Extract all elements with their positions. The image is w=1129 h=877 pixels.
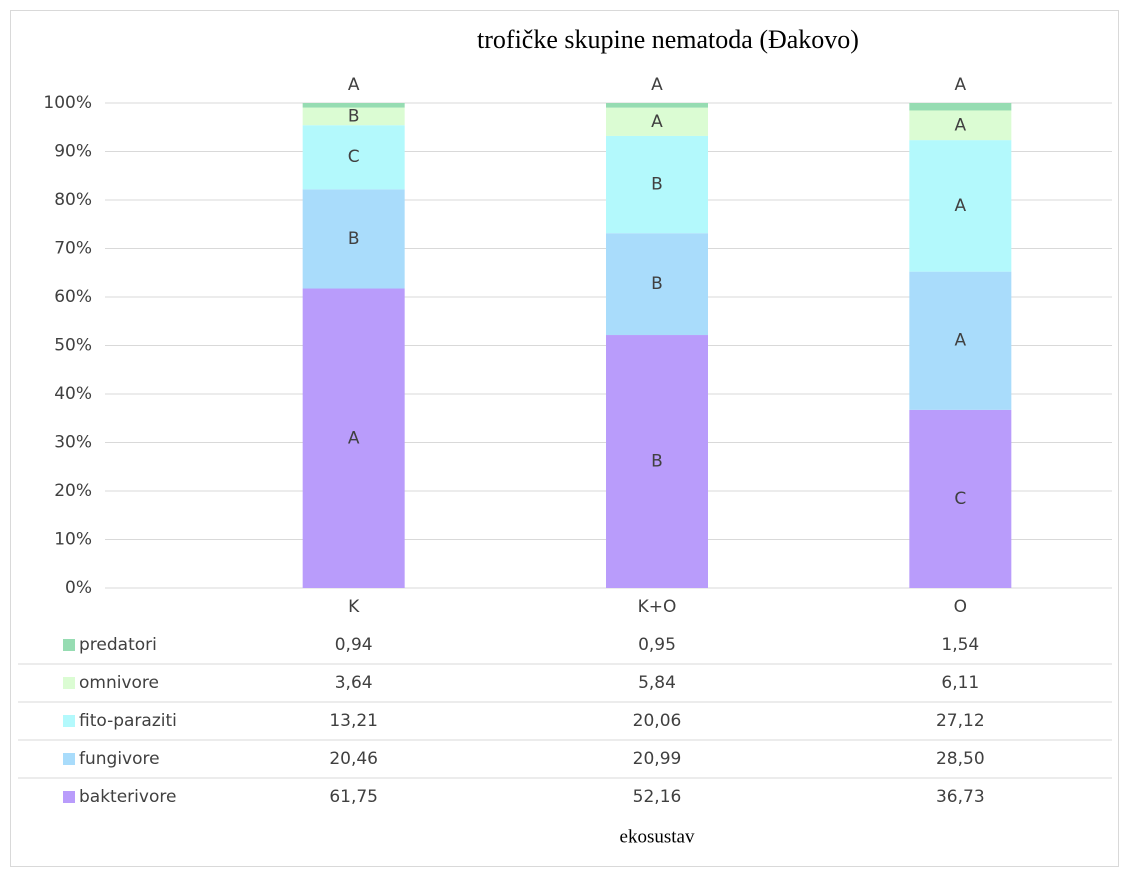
y-tick-label: 0% <box>65 578 92 598</box>
y-tick-label: 40% <box>54 384 92 404</box>
table-value: 20,99 <box>633 749 682 769</box>
segment-label: A <box>348 428 360 448</box>
legend-label: predatori <box>79 635 157 655</box>
y-tick-label: 70% <box>54 239 92 259</box>
segment-label: A <box>348 75 360 95</box>
segment-label: A <box>955 196 967 216</box>
y-tick-label: 60% <box>54 287 92 307</box>
legend-swatch <box>63 753 75 765</box>
y-tick-label: 90% <box>54 142 92 162</box>
bar-segment <box>302 189 405 289</box>
segment-label: B <box>651 175 663 195</box>
y-tick-label: 20% <box>54 481 92 501</box>
segment-label: C <box>348 147 360 167</box>
segment-label: A <box>955 75 967 95</box>
bar-segment <box>302 103 405 108</box>
segment-label: C <box>954 489 966 509</box>
y-tick-label: 50% <box>54 336 92 356</box>
segment-label: B <box>348 229 360 249</box>
table-value: 20,06 <box>633 711 682 731</box>
legend-swatch <box>63 639 75 651</box>
segment-label: B <box>651 452 663 472</box>
table-value: 27,12 <box>936 711 985 731</box>
bar-segment <box>302 125 405 190</box>
legend-label: omnivore <box>79 673 159 693</box>
bar-segment <box>909 271 1012 410</box>
chart-title: trofičke skupine nematoda (Đakovo) <box>477 25 859 54</box>
table-value: 36,73 <box>936 787 985 807</box>
legend-label: fito-paraziti <box>79 711 177 731</box>
bar-segment <box>302 107 405 126</box>
segment-label: B <box>348 106 360 126</box>
bar-segment <box>909 140 1012 272</box>
bar-segment <box>909 110 1012 141</box>
y-tick-label: 80% <box>54 190 92 210</box>
table-value: 6,11 <box>941 673 979 693</box>
table-value: 13,21 <box>329 711 378 731</box>
bar-segment <box>606 107 708 136</box>
segment-label: A <box>651 112 663 132</box>
x-tick-label: K <box>348 597 360 617</box>
table-value: 61,75 <box>329 787 378 807</box>
segment-label: B <box>651 274 663 294</box>
table-value: 28,50 <box>936 749 985 769</box>
bar-segment <box>909 103 1012 111</box>
bar-segment <box>909 409 1012 588</box>
segment-label: A <box>955 115 967 135</box>
legend-swatch <box>63 677 75 689</box>
legend-swatch <box>63 791 75 803</box>
legend-swatch <box>63 715 75 727</box>
y-tick-label: 10% <box>54 530 92 550</box>
x-tick-label: O <box>954 597 967 617</box>
x-axis-label: ekosustav <box>620 826 695 847</box>
table-value: 52,16 <box>633 787 682 807</box>
segment-label: A <box>651 75 663 95</box>
segment-label: A <box>955 331 967 351</box>
table-value: 1,54 <box>941 635 979 655</box>
y-tick-label: 100% <box>43 93 92 113</box>
table-value: 0,95 <box>638 635 676 655</box>
table-value: 3,64 <box>335 673 373 693</box>
x-tick-label: K+O <box>638 597 677 617</box>
y-tick-label: 30% <box>54 433 92 453</box>
table-value: 5,84 <box>638 673 676 693</box>
bar-segment <box>606 103 708 108</box>
table-value: 0,94 <box>335 635 373 655</box>
legend-label: fungivore <box>79 749 160 769</box>
bar-segment <box>606 135 708 234</box>
table-value: 20,46 <box>329 749 378 769</box>
bar-segment <box>606 233 708 336</box>
legend-label: bakterivore <box>79 787 176 807</box>
bar-segment <box>606 335 708 588</box>
bar-segment <box>302 288 405 588</box>
